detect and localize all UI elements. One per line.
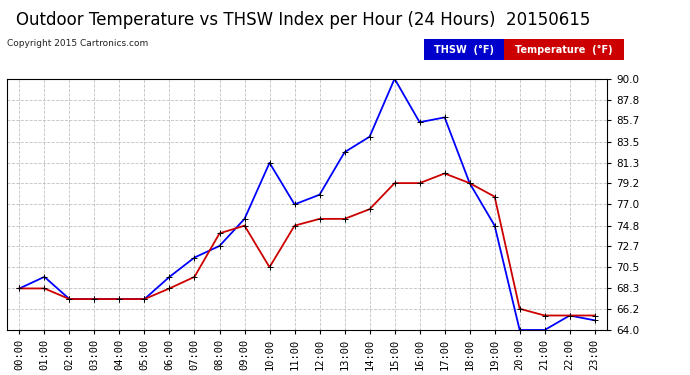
Text: Outdoor Temperature vs THSW Index per Hour (24 Hours)  20150615: Outdoor Temperature vs THSW Index per Ho…	[17, 11, 591, 29]
Text: THSW  (°F): THSW (°F)	[434, 45, 494, 55]
Text: Temperature  (°F): Temperature (°F)	[515, 45, 613, 55]
Text: Copyright 2015 Cartronics.com: Copyright 2015 Cartronics.com	[7, 39, 148, 48]
